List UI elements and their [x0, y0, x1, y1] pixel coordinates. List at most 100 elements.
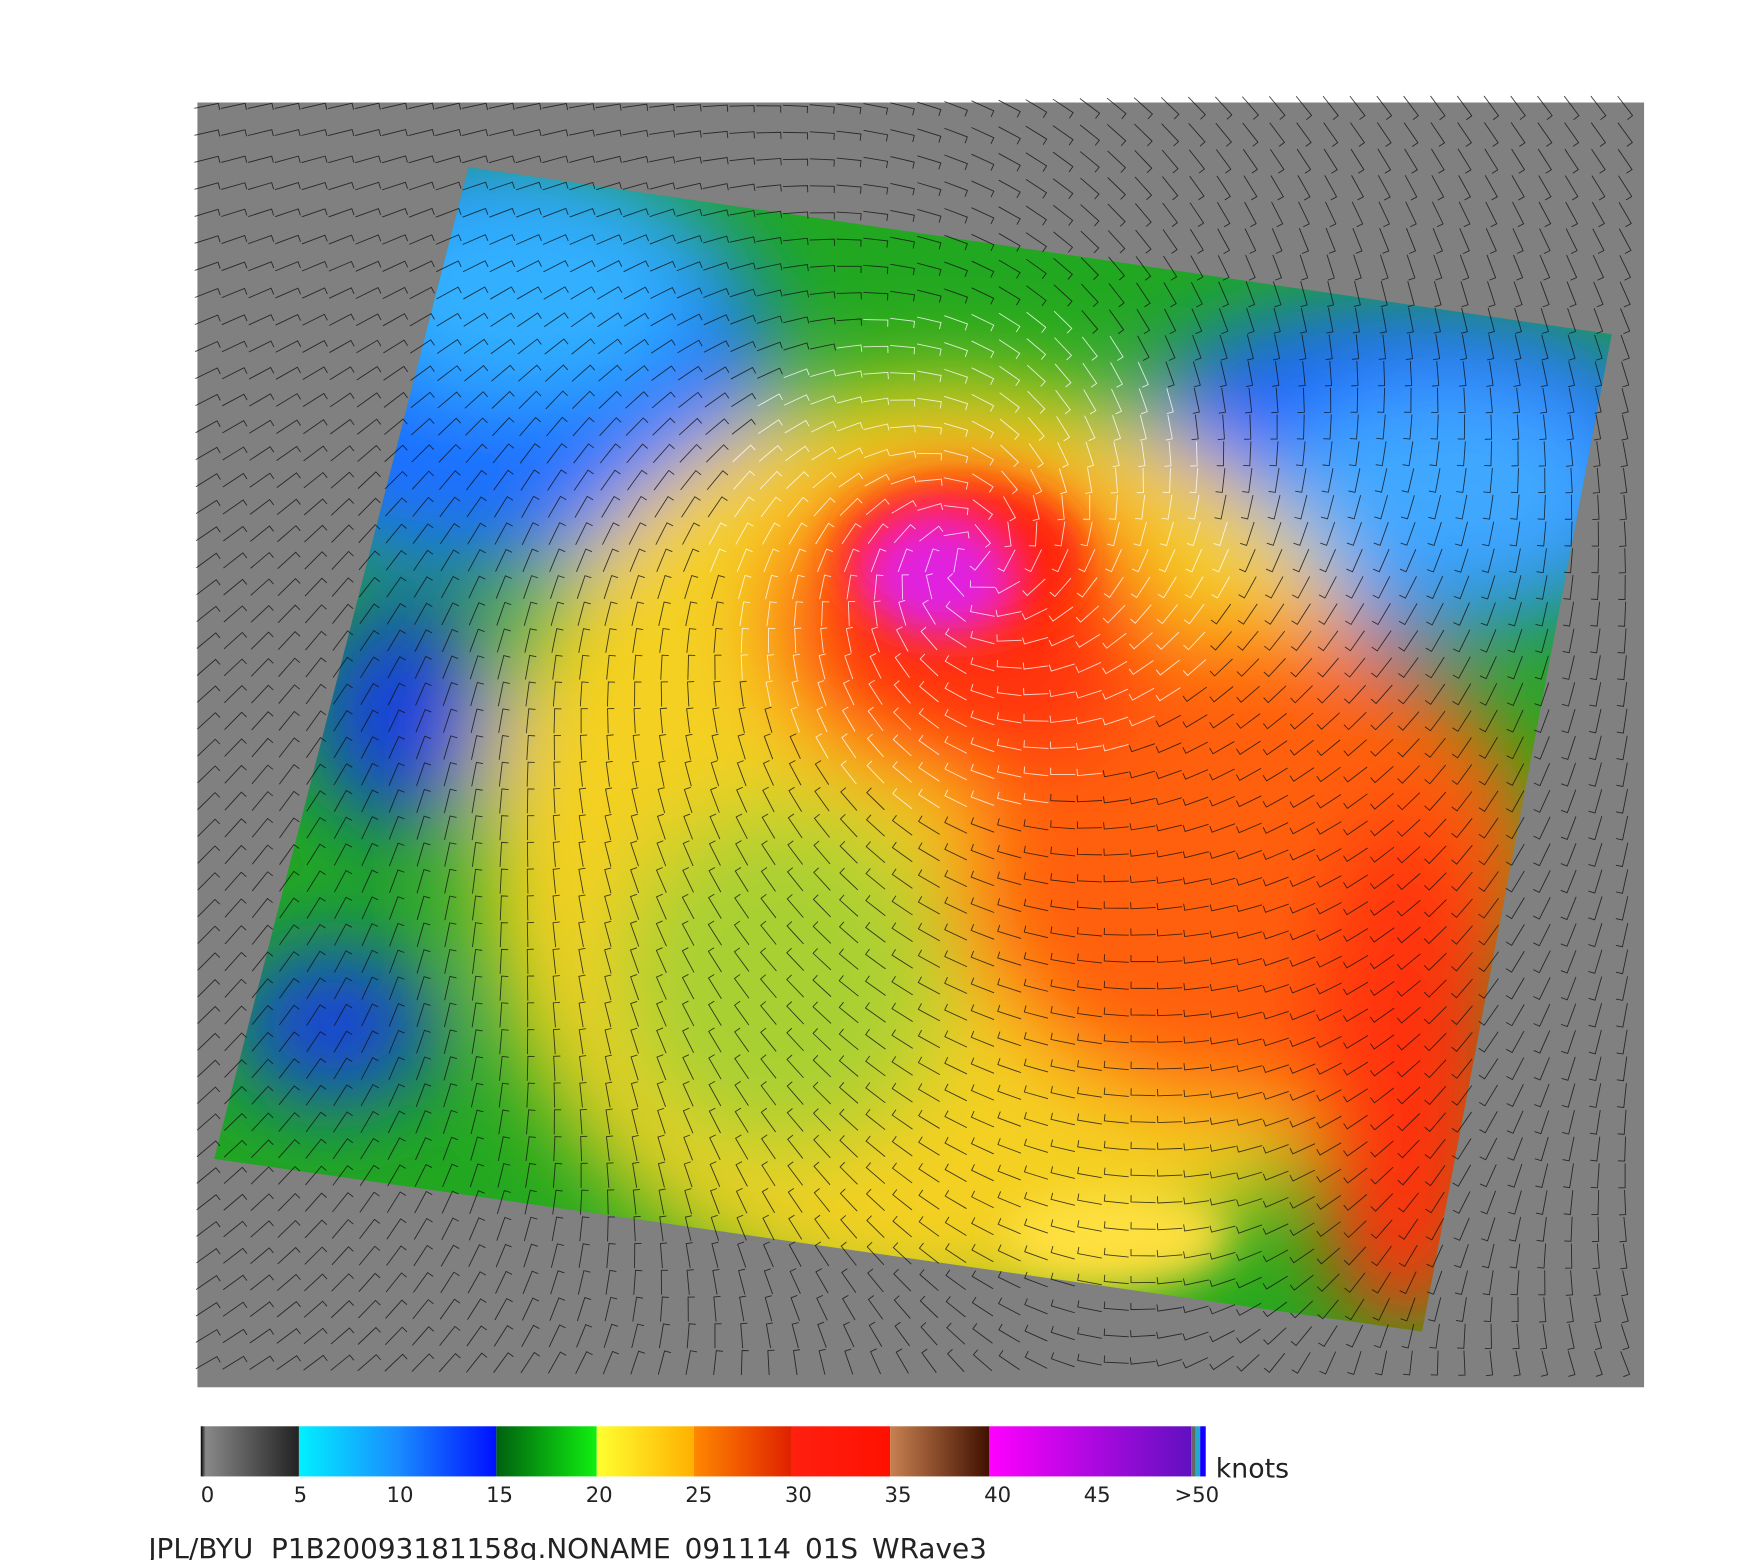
- wind-barb: [605, 1081, 613, 1108]
- wind-barb: [1567, 1323, 1575, 1350]
- wind-barb: [1617, 628, 1627, 654]
- wind-barb: [489, 207, 516, 218]
- wind-barb: [676, 208, 703, 217]
- wind-barb: [1183, 956, 1210, 964]
- wind-barb: [865, 841, 886, 864]
- wind-barb: [792, 574, 805, 600]
- wind-barb: [682, 867, 694, 893]
- wind-barb: [684, 1188, 692, 1215]
- wind-barb: [277, 1166, 301, 1185]
- wind-barb: [1262, 1170, 1289, 1181]
- wind-barb: [1480, 629, 1497, 653]
- wind-barb: [684, 574, 699, 600]
- wind-barb: [657, 1107, 666, 1134]
- wind-barb: [1560, 816, 1577, 840]
- wind-barb: [1182, 1278, 1209, 1286]
- wind-barb: [251, 871, 274, 892]
- wind-barb: [1593, 308, 1604, 335]
- wind-barb: [469, 655, 485, 680]
- wind-barb: [499, 1002, 509, 1028]
- wind-barb: [1430, 95, 1446, 121]
- wind-barb: [630, 1081, 639, 1108]
- wind-barb: [384, 470, 408, 490]
- wind-barb: [732, 444, 756, 463]
- wind-barb: [1182, 741, 1208, 754]
- wind-barb: [1271, 228, 1283, 254]
- wind-barb: [971, 287, 995, 305]
- wind-barb: [1024, 1298, 1048, 1315]
- wind-barb: [1077, 1113, 1102, 1125]
- wind-barb: [1244, 201, 1257, 228]
- wind-barb: [1459, 254, 1470, 281]
- wind-barb: [605, 628, 617, 653]
- wind-barb: [1617, 601, 1627, 627]
- wind-barb: [1103, 848, 1129, 856]
- wind-barb: [622, 156, 649, 164]
- wind-barb: [1397, 846, 1421, 864]
- wind-barb: [1511, 441, 1519, 467]
- wind-barb: [712, 707, 720, 734]
- wind-barb: [1588, 842, 1603, 867]
- wind-barb: [810, 420, 837, 433]
- wind-barb: [1619, 1216, 1627, 1243]
- wind-barb: [944, 101, 968, 117]
- wind-barb: [276, 1328, 301, 1344]
- wind-barb: [1562, 1136, 1575, 1162]
- wind-barb: [1326, 307, 1334, 334]
- wind-barb: [1316, 821, 1342, 835]
- wind-barb: [1370, 1219, 1393, 1239]
- wind-barb: [1370, 873, 1395, 890]
- wind-barb: [1588, 869, 1603, 894]
- wind-barb: [970, 1110, 995, 1128]
- wind-barb: [1076, 795, 1103, 803]
- wind-barb: [1459, 334, 1468, 361]
- wind-barb: [1317, 1299, 1339, 1320]
- wind-barb: [490, 338, 516, 355]
- wind-barb: [1054, 337, 1073, 361]
- wind-barb: [760, 867, 776, 892]
- wind-barb: [385, 1299, 408, 1319]
- wind-barb: [1617, 1136, 1627, 1162]
- wind-barb: [789, 1268, 801, 1294]
- wind-barb: [249, 499, 275, 515]
- wind-barb: [573, 469, 594, 491]
- wind-barb: [1594, 334, 1603, 361]
- wind-barb: [1534, 1110, 1550, 1135]
- wind-barb: [1050, 1299, 1075, 1314]
- wind-barb: [194, 261, 221, 271]
- wind-barb: [1535, 1190, 1548, 1215]
- wind-barb: [1426, 602, 1444, 626]
- wind-barb: [969, 580, 995, 588]
- wind-barb: [275, 261, 301, 272]
- wind-barb: [1316, 794, 1342, 809]
- wind-barb: [330, 471, 355, 489]
- wind-barb: [786, 974, 805, 998]
- wind-barb: [1032, 494, 1040, 522]
- wind-barb: [919, 653, 939, 677]
- wind-barb: [1533, 1003, 1551, 1027]
- wind-barb: [1243, 441, 1252, 467]
- wind-barb: [1130, 1222, 1156, 1230]
- wind-barb: [681, 947, 695, 973]
- wind-barb: [628, 522, 647, 545]
- wind-barb: [306, 950, 326, 973]
- wind-barb: [196, 579, 221, 596]
- wind-barb: [1350, 122, 1366, 147]
- wind-barb: [786, 1081, 804, 1105]
- wind-barb: [1619, 521, 1627, 547]
- wind-barb: [493, 496, 514, 518]
- wind-barb: [657, 1134, 666, 1161]
- wind-barb: [1103, 1355, 1129, 1364]
- wind-barb: [576, 1324, 593, 1348]
- wind-barb: [354, 129, 382, 137]
- wind-barb: [707, 947, 722, 973]
- wind-barb: [550, 1270, 565, 1295]
- wind-barb: [469, 1190, 485, 1214]
- wind-barb: [1135, 256, 1152, 281]
- wind-barb: [676, 235, 703, 244]
- wind-barb: [765, 680, 773, 707]
- wind-barb: [632, 760, 640, 787]
- wind-barb: [1621, 414, 1629, 441]
- wind-barb: [624, 338, 649, 354]
- wind-barb: [436, 339, 462, 354]
